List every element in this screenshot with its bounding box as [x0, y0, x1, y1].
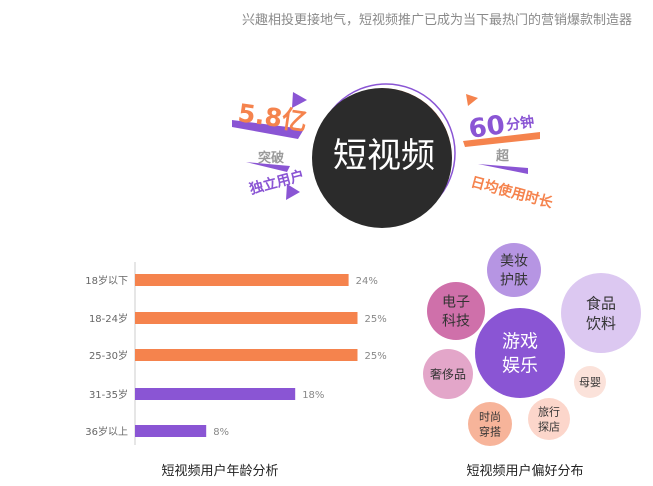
center-circle — [312, 88, 452, 228]
bubble-label: 游戏 — [502, 331, 538, 352]
right-purple-wedge — [478, 164, 528, 174]
bar — [135, 388, 296, 400]
bar-category-label: 31-35岁 — [89, 388, 128, 401]
bubble-食品饮料 — [561, 273, 641, 353]
left-purple-small-triangle — [286, 184, 300, 200]
bar-value-label: 18% — [302, 390, 324, 401]
right-orange-stripe — [463, 132, 540, 147]
right-orange-triangle — [466, 94, 478, 106]
bar-value-label: 24% — [356, 276, 378, 287]
bar-category-label: 18岁以下 — [85, 274, 128, 287]
left-stat-verb: 突破 — [258, 150, 284, 166]
hero-infographic: 短视频 5.8亿 突破 独立用户 60 分钟 超 日均使用时长 — [232, 83, 555, 228]
bubble-游戏娱乐 — [475, 308, 565, 398]
age-chart-title: 短视频用户年龄分析 — [161, 464, 279, 479]
bar-category-label: 25-30岁 — [89, 349, 128, 362]
bar — [135, 312, 358, 324]
bubble-label: 食品 — [586, 294, 616, 312]
bar-value-label: 25% — [365, 314, 387, 325]
age-bar-chart: 18岁以下 24% 18-24岁 25% 25-30岁 25% 31-35岁 18% 36岁以上… — [85, 262, 387, 445]
bar — [135, 425, 207, 437]
bar — [135, 349, 358, 361]
bubble-母婴 — [574, 366, 606, 398]
bubble-label: 穿搭 — [479, 424, 501, 438]
bar-value-label: 8% — [213, 427, 229, 438]
bar-category-label: 36岁以上 — [85, 425, 128, 438]
bubble-时尚穿搭 — [468, 402, 512, 446]
page-headline: 兴趣相投更接地气，短视频推广已成为当下最热门的营销爆款制造器 — [241, 13, 632, 28]
bubble-美妆护肤 — [487, 243, 541, 297]
bubble-旅行探店 — [528, 398, 570, 440]
right-stat-unit: 分钟 — [505, 113, 535, 134]
bubble-label: 母婴 — [579, 376, 601, 389]
bubble-label: 探店 — [538, 419, 560, 433]
left-purple-stripe — [232, 120, 304, 139]
right-stat-verb: 超 — [496, 148, 510, 164]
bar-category-label: 18-24岁 — [89, 312, 128, 325]
bubble-label: 饮料 — [586, 315, 616, 333]
bubble-label: 奢侈品 — [430, 367, 466, 381]
bubble-label: 美妆 — [500, 254, 528, 270]
preference-chart-title: 短视频用户偏好分布 — [466, 464, 584, 479]
bar-layer: 18岁以下 24% 18-24岁 25% 25-30岁 25% 31-35岁 18% 36岁以上… — [85, 274, 387, 438]
bubble-电子科技 — [427, 282, 485, 340]
bubble-label: 旅行 — [538, 405, 560, 419]
bubble-label: 科技 — [442, 313, 470, 329]
right-stat-value: 60 — [467, 110, 507, 145]
left-purple-triangle — [292, 92, 307, 108]
bubble-label: 娱乐 — [502, 356, 538, 377]
bubble-label: 电子 — [442, 295, 470, 311]
hero-center-title: 短视频 — [333, 136, 435, 176]
left-purple-wedge — [246, 162, 290, 172]
bubble-label: 时尚 — [479, 410, 501, 424]
bubble-奢侈品 — [423, 349, 473, 399]
bar — [135, 274, 349, 286]
bubble-label: 护肤 — [500, 272, 528, 288]
bar-value-label: 25% — [365, 351, 387, 362]
